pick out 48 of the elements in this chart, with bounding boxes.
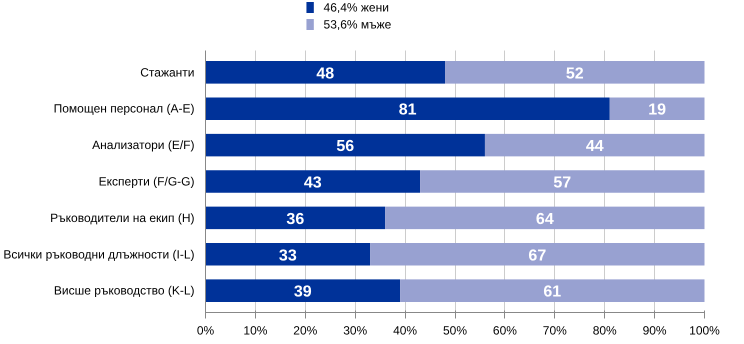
x-tick-label: 80%: [592, 324, 618, 338]
data-label: 56: [336, 138, 354, 156]
data-label: 39: [294, 284, 312, 301]
y-tick-label: Всички ръководни длъжности (I-L): [3, 247, 195, 262]
data-label: 52: [566, 65, 584, 82]
y-tick-label: Стажанти: [140, 65, 195, 80]
bar: [484, 134, 704, 156]
bar: [610, 97, 704, 120]
bar: [445, 61, 704, 84]
data-label: 67: [528, 247, 546, 264]
y-tick-label: Висше ръководство (K-L): [54, 284, 195, 298]
legend-label: 46,4% жени: [324, 0, 389, 14]
data-label: 57: [553, 174, 572, 192]
y-tick-label: Анализатори (E/F): [92, 138, 195, 152]
x-tick-label: 20%: [293, 324, 318, 338]
bar: [370, 242, 704, 266]
y-tick-label: Ръководители на екип (H): [50, 210, 195, 225]
y-tick-label: Помощен персонал (A-E): [54, 102, 195, 116]
bar: [206, 242, 370, 266]
legend-label: 53,6% мъже: [324, 18, 392, 32]
bar: [385, 206, 704, 230]
x-tick-label: 0%: [196, 324, 214, 338]
x-tick-label: 100%: [689, 324, 720, 338]
bar: [206, 61, 446, 84]
x-tick-label: 70%: [542, 324, 568, 338]
bar: [400, 279, 704, 302]
bar: [206, 279, 400, 302]
data-label: 43: [304, 174, 322, 192]
x-tick-label: 10%: [243, 324, 268, 338]
bar: [206, 134, 485, 156]
data-label: 19: [648, 102, 666, 119]
data-label: 44: [586, 138, 604, 156]
data-label: 81: [398, 102, 417, 119]
data-label: 64: [536, 210, 554, 228]
x-tick-label: 40%: [393, 324, 418, 338]
x-tick-label: 50%: [442, 324, 468, 338]
bar: [206, 97, 610, 120]
x-tick-label: 60%: [492, 324, 518, 338]
bar: [206, 206, 386, 230]
bar: [206, 170, 420, 193]
x-tick-label: 30%: [343, 324, 368, 338]
data-label: 36: [286, 210, 304, 228]
data-label: 48: [316, 65, 334, 82]
y-tick-label: Експерти (F/G-G): [98, 174, 195, 188]
bar: [420, 170, 704, 193]
data-label: 33: [278, 247, 297, 264]
x-tick-label: 90%: [642, 324, 667, 338]
data-label: 61: [543, 284, 562, 301]
